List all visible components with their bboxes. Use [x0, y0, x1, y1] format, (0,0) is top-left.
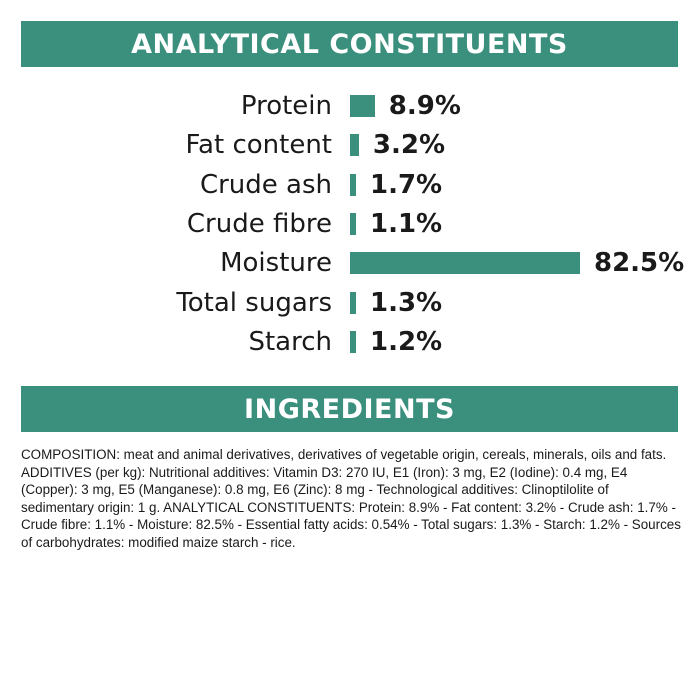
data-label: 1.3%: [370, 287, 443, 318]
row-label: Crude fibre: [186, 208, 332, 239]
chart-row: Protein 8.9%: [0, 86, 700, 126]
bar: [350, 134, 359, 157]
data-label: 1.1%: [370, 208, 443, 239]
bar: [350, 252, 580, 275]
row-label: Protein: [240, 91, 332, 121]
ingredients-banner: INGREDIENTS: [21, 386, 678, 432]
analytical-constituents-title: ANALYTICAL CONSTITUENTS: [131, 28, 568, 60]
chart-row: Crude fibre 1.1%: [0, 204, 700, 244]
row-label: Crude ash: [199, 169, 332, 200]
chart-row: Fat content 3.2%: [0, 125, 700, 165]
chart-row: Crude ash 1.7%: [0, 165, 700, 205]
chart-row: Starch 1.2%: [0, 322, 700, 362]
bar: [350, 330, 356, 353]
bar: [350, 291, 356, 314]
row-label: Moisture: [220, 248, 332, 279]
chart-row: Total sugars 1.3%: [0, 283, 700, 323]
row-label: Fat content: [185, 130, 332, 161]
ingredients-composition-text: COMPOSITION: meat and animal derivatives…: [21, 447, 681, 550]
data-label: 1.7%: [370, 169, 443, 200]
bar: [350, 173, 356, 196]
bar: [350, 212, 356, 235]
constituents-bar-chart: Protein 8.9% Fat content 3.2% Crude ash …: [0, 86, 700, 366]
row-label: Total sugars: [176, 287, 332, 318]
ingredients-title: INGREDIENTS: [244, 393, 455, 425]
chart-row: Moisture 82.5%: [0, 243, 700, 283]
data-label: 1.2%: [370, 326, 443, 357]
data-label: 3.2%: [372, 130, 446, 161]
bar: [350, 95, 375, 117]
analytical-constituents-banner: ANALYTICAL CONSTITUENTS: [21, 21, 678, 67]
data-label: 82.5%: [594, 248, 685, 279]
row-label: Starch: [248, 326, 332, 357]
data-label: 8.9%: [388, 91, 461, 121]
